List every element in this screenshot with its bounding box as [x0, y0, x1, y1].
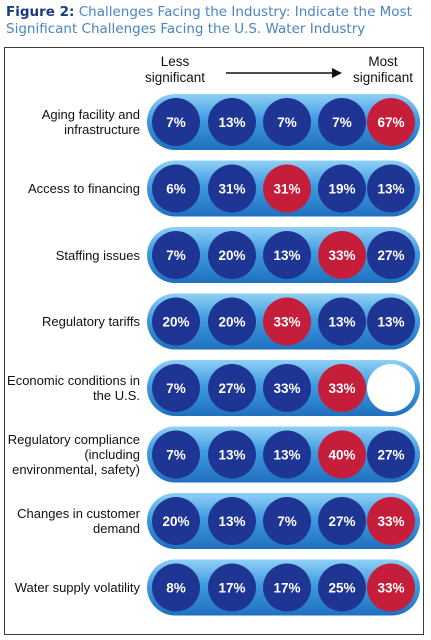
value-circle: [318, 164, 366, 213]
value-circle: [208, 164, 256, 213]
value-circle: [208, 497, 256, 545]
value-label: 7%: [277, 514, 297, 529]
value-circle: [152, 297, 200, 346]
value-circle: [263, 231, 311, 279]
value-label: 7%: [166, 381, 186, 396]
value-circle: [263, 98, 311, 146]
value-label: 13%: [218, 115, 245, 130]
value-label: 13%: [377, 182, 404, 197]
value-label: 13%: [218, 514, 245, 529]
category-label: Staffing issues: [55, 247, 140, 263]
value-circle: [152, 231, 200, 279]
figure-caption: Challenges Facing the Industry: Indicate…: [6, 4, 412, 37]
value-circle: [152, 98, 200, 146]
value-circle: [152, 164, 200, 213]
value-label: 33%: [273, 315, 300, 330]
scale-arrow-icon: [226, 68, 342, 78]
value-label: 33%: [328, 381, 355, 396]
value-circle: [367, 231, 415, 279]
value-label: 7%: [166, 448, 186, 463]
value-label: 31%: [273, 182, 300, 197]
value-label: 27%: [218, 381, 245, 396]
value-circle: [367, 563, 415, 612]
value-label: 13%: [273, 248, 300, 263]
value-circle: [318, 364, 366, 412]
value-label: 67%: [377, 115, 404, 130]
value-label: 20%: [218, 315, 245, 330]
chart-title: Figure 2: Challenges Facing the Industry…: [6, 4, 426, 38]
value-circle: [367, 430, 415, 479]
value-label: 17%: [273, 581, 300, 596]
value-label: 27%: [377, 248, 404, 263]
category-label: Changes in customer demand: [17, 506, 140, 536]
value-circle: [152, 430, 200, 479]
value-circle: [318, 497, 366, 545]
value-circle: [318, 297, 366, 346]
value-label: 33%: [377, 514, 404, 529]
value-label: 40%: [328, 448, 355, 463]
value-label: 13%: [328, 315, 355, 330]
value-circle: [367, 497, 415, 545]
value-circle: [208, 231, 256, 279]
value-label: 13%: [273, 448, 300, 463]
value-label: 19%: [328, 182, 355, 197]
value-circle: [318, 231, 366, 279]
category-label: Regulatory compliance (including environ…: [7, 432, 140, 477]
scale-label-most: Most significant: [352, 54, 414, 85]
value-label: 27%: [377, 448, 404, 463]
value-circle: [208, 563, 256, 612]
value-label: 25%: [328, 581, 355, 596]
category-label: Water supply volatility: [14, 580, 140, 595]
value-label: 13%: [377, 315, 404, 330]
value-label: 27%: [328, 514, 355, 529]
category-label: Aging facility and infrastructure: [41, 107, 140, 137]
value-circle: [263, 364, 311, 412]
value-label: 8%: [166, 581, 186, 596]
value-label: 31%: [218, 182, 245, 197]
value-label: 13%: [218, 448, 245, 463]
value-circle: [208, 364, 256, 412]
value-circle: [367, 98, 415, 146]
value-circle: [263, 297, 311, 346]
scale-label-less: Less significant: [144, 54, 206, 85]
value-circle: [318, 563, 366, 612]
value-circle: [367, 164, 415, 213]
value-label: 6%: [166, 182, 186, 197]
value-circle: [208, 98, 256, 146]
value-circle: [367, 297, 415, 346]
value-circle: [318, 430, 366, 479]
figure-number: Figure 2:: [6, 4, 75, 20]
value-circle: [263, 430, 311, 479]
value-label: 33%: [328, 248, 355, 263]
value-circle: [263, 497, 311, 545]
value-circle: [367, 364, 415, 412]
category-label: Regulatory tariffs: [41, 314, 140, 329]
value-label: 33%: [377, 581, 404, 596]
chart-frame: [4, 47, 424, 635]
value-circle: [208, 297, 256, 346]
value-label: 20%: [218, 248, 245, 263]
value-circle: [318, 98, 366, 146]
category-label: Access to financing: [27, 181, 140, 196]
value-label: 17%: [218, 581, 245, 596]
value-label: 7%: [166, 115, 186, 130]
value-label: 33%: [273, 381, 300, 396]
value-label: 20%: [162, 514, 189, 529]
value-circle: [208, 430, 256, 479]
value-circle: [263, 164, 311, 213]
value-label: 20%: [162, 315, 189, 330]
value-label: 7%: [277, 115, 297, 130]
value-label: 7%: [332, 115, 352, 130]
value-circle: [263, 563, 311, 612]
value-circle: [152, 563, 200, 612]
category-label: Economic conditions in the U.S.: [7, 373, 140, 403]
value-circle: [152, 364, 200, 412]
value-circle: [152, 497, 200, 545]
value-label: 7%: [166, 248, 186, 263]
